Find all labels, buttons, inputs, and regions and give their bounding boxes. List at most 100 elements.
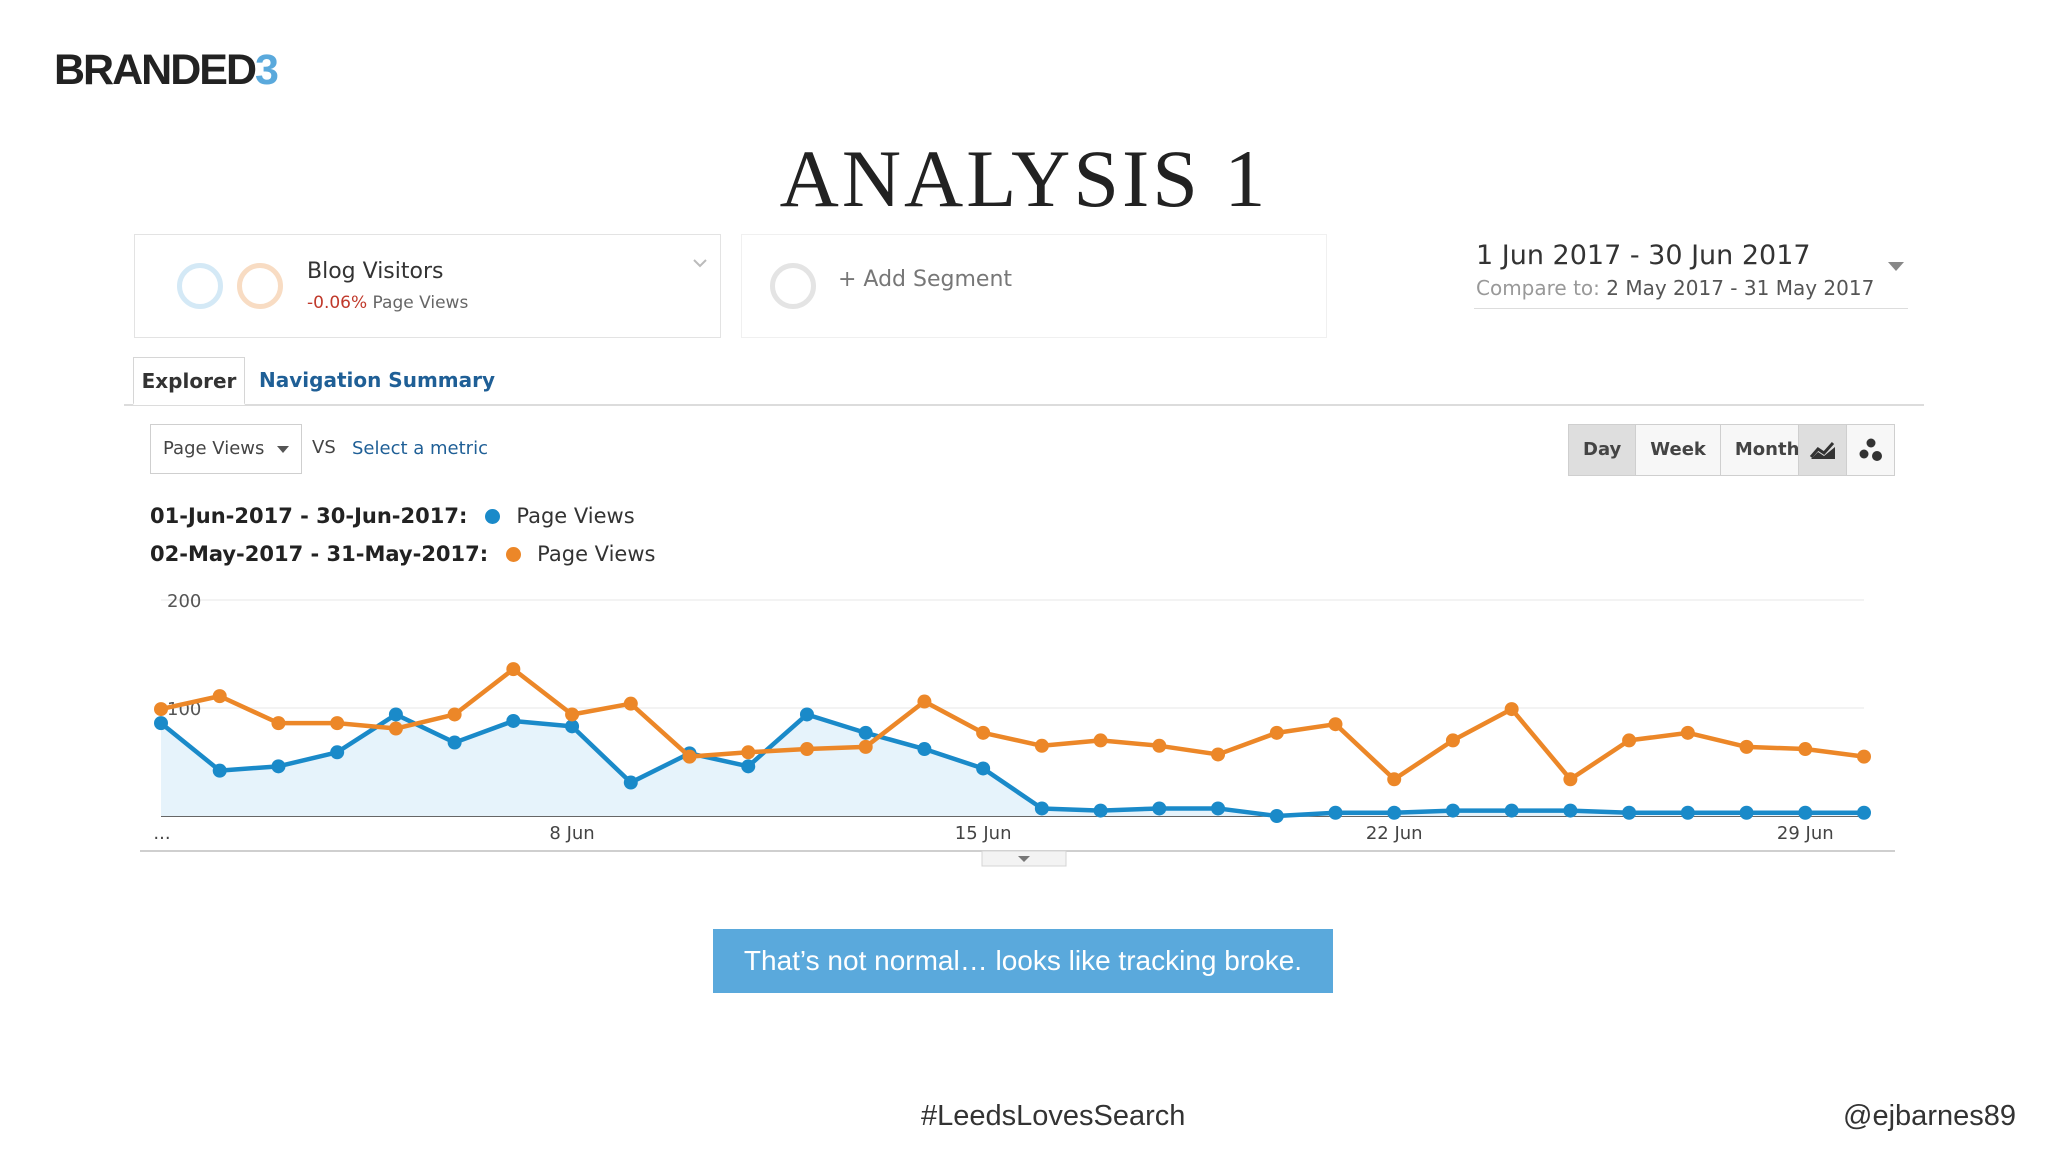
line-chart-button[interactable] [1799,425,1847,475]
x-tick-label: 15 Jun [955,823,1012,844]
chevron-down-icon[interactable] [692,255,708,271]
series-line [159,712,1864,819]
select-metric-link[interactable]: Select a metric [352,438,488,459]
tab-divider [124,404,1924,406]
y-tick-label: 200 [167,591,201,612]
motion-chart-button[interactable] [1847,425,1894,475]
data-point [976,725,991,740]
data-point [212,689,227,704]
x-tick-label: ... [153,823,170,844]
segment-name: Blog Visitors [307,259,444,284]
data-point [447,707,462,722]
vs-label: VS [312,437,336,458]
data-point [1211,747,1226,762]
x-tick-label: 29 Jun [1777,823,1834,844]
legend-dot [485,508,501,524]
legend-range: 01-Jun-2017 - 30-Jun-2017: [150,504,468,528]
data-point [1504,803,1519,818]
compare-label: Compare to: [1476,276,1600,300]
date-range-picker[interactable]: 1 Jun 2017 - 30 Jun 2017 Compare to: 2 M… [1474,240,1908,309]
data-point [1152,801,1167,816]
data-point [1328,717,1343,732]
data-point [917,742,932,757]
data-point [447,735,462,750]
data-point [330,745,345,760]
legend-range: 02-May-2017 - 31-May-2017: [150,542,489,566]
legend-dot [506,546,522,562]
data-point [741,745,756,760]
metric-dropdown[interactable]: Page Views [150,424,302,474]
caret-down-icon [277,446,289,453]
granularity-toggle: Day Week Month [1568,424,1815,476]
segment-ring-orange-icon [237,263,283,309]
line-chart-icon [1809,441,1835,459]
add-segment-button[interactable]: + Add Segment [741,234,1327,338]
data-point [388,721,403,736]
data-point [799,707,814,722]
data-point [1857,805,1871,820]
data-point [1387,805,1402,820]
data-point [1504,702,1519,717]
legend-series-name: Page Views [516,504,635,528]
caret-down-icon [1888,262,1904,271]
week-button[interactable]: Week [1636,425,1721,475]
data-point [388,707,403,722]
data-point [1680,725,1695,740]
day-button[interactable]: Day [1569,425,1637,475]
x-tick-label: 8 Jun [549,823,594,844]
data-point [1211,801,1226,816]
add-segment-label: + Add Segment [838,267,1013,292]
data-point [799,742,814,757]
tab-navigation-summary[interactable]: Navigation Summary [259,368,496,392]
metric-dropdown-value: Page Views [163,438,265,459]
chart-mode-toggle [1798,424,1895,476]
date-range-compare: Compare to: 2 May 2017 - 31 May 2017 [1476,276,1874,300]
data-point [154,702,168,717]
data-point [154,716,168,731]
data-point [1622,805,1637,820]
data-point [1857,749,1871,764]
slide-title: ANALYSIS 1 [779,133,1269,224]
series-area [161,714,1864,816]
tab-explorer[interactable]: Explorer [133,357,245,405]
data-point [1034,738,1049,753]
data-point [565,719,580,734]
compare-value: 2 May 2017 - 31 May 2017 [1606,276,1875,300]
data-point [858,739,873,754]
legend-compare-period: 02-May-2017 - 31-May-2017: Page Views [150,542,655,566]
data-point [1739,739,1754,754]
data-point [623,775,638,790]
data-point [1798,742,1813,757]
data-point [1093,733,1108,748]
data-point [330,716,345,731]
data-point [212,763,227,778]
series-line [160,666,1865,782]
motion-chart-icon [1859,438,1882,461]
data-point [565,707,580,722]
data-point [1269,725,1284,740]
legend-series-name: Page Views [537,542,656,566]
data-point [1328,805,1343,820]
segment-ring-blue-icon [177,263,223,309]
data-point [506,662,521,677]
brand-logo-main: BRANDED [54,46,257,94]
data-point [271,759,286,774]
segment-metric: Page Views [372,293,469,313]
footer-hashtag: #LeedsLovesSearch [921,1100,1186,1132]
data-point [1739,805,1754,820]
callout-banner: That’s not normal… looks like tracking b… [713,929,1333,993]
footer-handle: @ejbarnes89 [1843,1100,2016,1132]
segment-change: -0.06% [307,293,368,313]
caret-down-icon [1018,856,1030,862]
data-point [682,749,697,764]
segment-blog-visitors[interactable]: Blog Visitors -0.06% Page Views [134,234,721,338]
month-button[interactable]: Month [1720,425,1814,475]
data-point [623,696,638,711]
data-point [1680,805,1695,820]
data-point [917,694,932,709]
data-point [1034,801,1049,816]
date-range-main: 1 Jun 2017 - 30 Jun 2017 [1476,240,1811,271]
data-point [1445,733,1460,748]
data-point [506,713,521,728]
data-point [271,716,286,731]
